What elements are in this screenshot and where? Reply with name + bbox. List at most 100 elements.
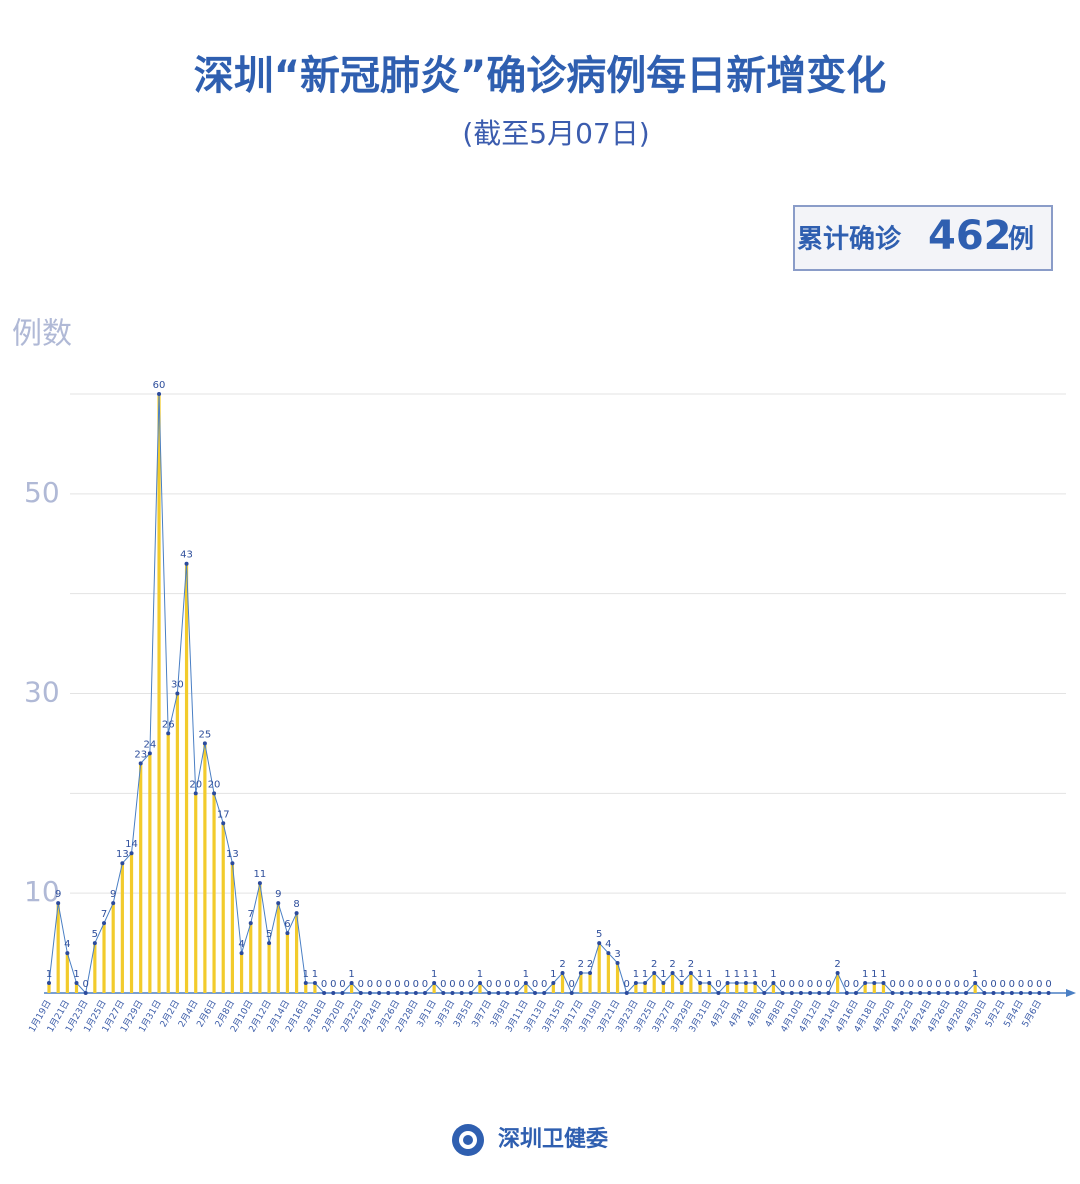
value-label: 1 — [880, 969, 886, 980]
bar — [478, 983, 482, 993]
value-label: 4 — [238, 939, 244, 950]
value-label: 2 — [587, 959, 593, 970]
point — [707, 981, 712, 986]
bar — [771, 983, 776, 993]
value-label: 0 — [569, 979, 575, 990]
point — [908, 991, 913, 995]
value-label: 1 — [348, 969, 354, 980]
value-label: 0 — [440, 979, 446, 990]
point — [973, 981, 978, 986]
point — [798, 991, 803, 995]
bar — [111, 903, 115, 993]
point — [129, 851, 134, 856]
point — [771, 981, 776, 986]
value-label: 0 — [789, 979, 795, 990]
value-label: 1 — [550, 969, 556, 980]
point — [111, 901, 116, 906]
y-axis-label: 例数 — [12, 317, 72, 352]
source: 深圳卫健委 — [498, 1126, 608, 1152]
value-label: 3 — [614, 949, 620, 960]
point — [725, 981, 730, 986]
point — [954, 991, 959, 995]
point — [322, 991, 327, 995]
point — [83, 991, 88, 995]
bar — [267, 943, 271, 993]
value-label: 0 — [495, 979, 501, 990]
point — [285, 931, 290, 936]
value-label: 2 — [578, 959, 584, 970]
point — [780, 991, 785, 995]
point — [789, 991, 794, 995]
bar — [258, 883, 262, 993]
bar — [350, 983, 354, 993]
value-label: 0 — [82, 979, 88, 990]
bar — [597, 943, 601, 993]
point — [202, 741, 207, 746]
value-label: 1 — [312, 969, 318, 980]
value-label: 0 — [798, 979, 804, 990]
point — [404, 991, 409, 995]
value-label: 0 — [541, 979, 547, 990]
value-label: 0 — [963, 979, 969, 990]
point — [395, 991, 400, 995]
bar — [753, 983, 757, 993]
value-label: 13 — [226, 849, 239, 860]
bar — [56, 903, 60, 993]
point — [312, 981, 317, 986]
value-label: 1 — [862, 969, 868, 980]
value-label: 1 — [752, 969, 758, 980]
value-label: 1 — [734, 969, 740, 980]
value-label: 0 — [468, 979, 474, 990]
value-label: 0 — [999, 979, 1005, 990]
value-label: 43 — [180, 550, 193, 561]
point — [743, 981, 748, 986]
value-label: 1 — [972, 969, 978, 980]
value-label: 0 — [358, 979, 364, 990]
bar — [551, 983, 555, 993]
value-label: 2 — [688, 959, 694, 970]
point — [523, 981, 528, 986]
point — [276, 901, 281, 906]
value-label: 30 — [171, 680, 184, 691]
point — [422, 991, 427, 995]
value-label: 8 — [293, 899, 299, 910]
point — [432, 981, 437, 986]
value-label: 20 — [189, 779, 202, 790]
value-label: 9 — [110, 889, 116, 900]
point — [56, 901, 61, 906]
bar — [881, 983, 886, 993]
point — [835, 971, 840, 976]
value-label: 5 — [596, 929, 602, 940]
value-label: 0 — [403, 979, 409, 990]
y-tick-label: 50 — [24, 476, 60, 509]
point — [212, 791, 217, 796]
point — [367, 991, 372, 995]
value-label: 0 — [1036, 979, 1042, 990]
bar — [304, 983, 308, 993]
point — [826, 991, 831, 995]
value-label: 0 — [1018, 979, 1024, 990]
value-label: 0 — [422, 979, 428, 990]
value-label: 2 — [651, 959, 657, 970]
point — [102, 921, 107, 926]
value-label: 1 — [697, 969, 703, 980]
value-label: 0 — [816, 979, 822, 990]
value-label: 1 — [303, 969, 309, 980]
point — [267, 941, 272, 946]
point — [918, 991, 923, 995]
value-label: 0 — [367, 979, 373, 990]
point — [230, 861, 235, 866]
bar — [432, 983, 436, 993]
bar — [661, 983, 665, 993]
point — [762, 991, 767, 995]
value-label: 0 — [844, 979, 850, 990]
value-label: 0 — [624, 979, 630, 990]
value-label: 0 — [944, 979, 950, 990]
bar — [652, 973, 656, 993]
point — [643, 981, 648, 986]
point — [1000, 991, 1005, 995]
point — [569, 991, 574, 995]
value-label: 0 — [394, 979, 400, 990]
bar — [184, 563, 189, 993]
